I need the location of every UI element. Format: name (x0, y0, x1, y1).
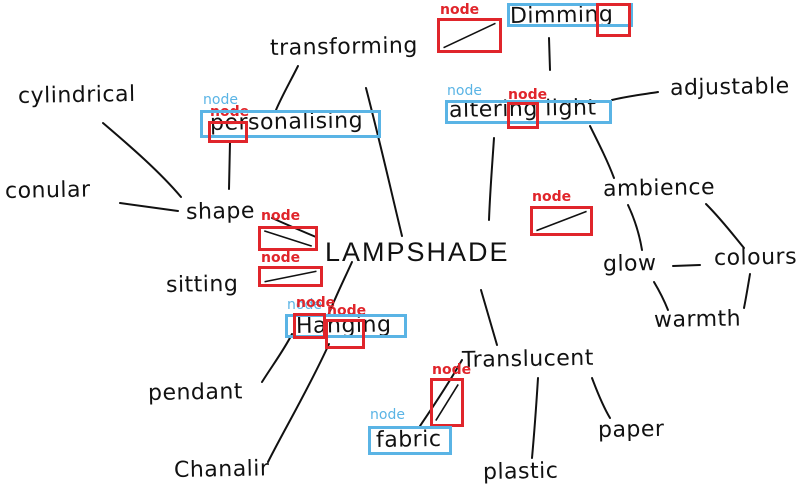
edge-conular-shape (119, 202, 179, 212)
node-box-red (507, 102, 539, 129)
word-cylindrical: cylindrical (17, 81, 136, 109)
node-tag: node (261, 250, 301, 266)
edge-ambience-colours (705, 203, 745, 249)
node-tag: node (432, 362, 472, 378)
node-tag: node (447, 83, 482, 99)
word-translucent: Translucent (461, 345, 595, 373)
edge-altering-center (488, 137, 495, 221)
node-tag: node (261, 208, 301, 224)
word-colours: colours (713, 244, 798, 271)
node-box-red (596, 3, 631, 37)
node-tag: node (508, 87, 548, 103)
word-chandelier: Chanalir (173, 456, 270, 483)
edge-glow-warmth (653, 281, 669, 311)
node-box-blue (285, 314, 407, 338)
edge-adjustable-light (611, 91, 659, 101)
node-tag: node (440, 2, 480, 18)
node-box-blue (368, 426, 452, 455)
edge-translucent-plastic (531, 377, 539, 459)
node-box-red (258, 226, 318, 251)
edge-dimming-altering (548, 37, 551, 71)
edge-translucent-paper (591, 377, 611, 419)
central-topic-lampshade: LAMPSHADE (325, 237, 510, 267)
node-box-red (530, 206, 593, 236)
node-tag: node (287, 297, 322, 313)
node-tag: node (203, 92, 238, 108)
node-box-blue (445, 100, 612, 124)
word-paper: paper (597, 416, 665, 443)
node-box-blue (507, 3, 633, 27)
node-tag: node (296, 295, 336, 311)
word-warmth: warmth (653, 306, 742, 333)
edge-hanging-chandelier (267, 343, 330, 463)
word-glow: glow (602, 251, 657, 277)
word-shape: shape (185, 198, 256, 225)
edge-cylindrical-shape (102, 122, 182, 198)
edge-hanging-pendant (261, 333, 293, 383)
word-sitting: sitting (165, 271, 239, 298)
word-adjustable: adjustable (669, 73, 790, 101)
node-box-red (258, 266, 323, 287)
node-box-red (430, 378, 464, 427)
edge-center-translucent (480, 289, 498, 346)
edge-center-hanging (327, 261, 353, 317)
word-ambience: ambience (602, 175, 716, 202)
node-box-red (325, 319, 365, 349)
edge-colours-warmth (743, 273, 751, 309)
node-tag: node (532, 189, 572, 205)
edge-personalising-shape (228, 141, 231, 190)
node-tag: node (370, 407, 405, 423)
edge-glow-colours (672, 264, 701, 267)
edge-translucent-fabric (419, 359, 463, 427)
word-plastic: plastic (482, 458, 559, 485)
node-box-red (208, 121, 248, 143)
word-conular: conular (4, 177, 91, 204)
node-box-red (437, 18, 502, 53)
word-pendant: pendant (147, 379, 244, 406)
node-box-red (293, 313, 326, 339)
word-transforming: transforming (269, 33, 419, 61)
edge-transforming-personalising (275, 65, 299, 111)
edge-light-ambience (589, 125, 615, 179)
edge-ambience-glow (627, 204, 643, 251)
node-box-blue (200, 110, 381, 138)
edge-transforming-center (365, 87, 403, 237)
